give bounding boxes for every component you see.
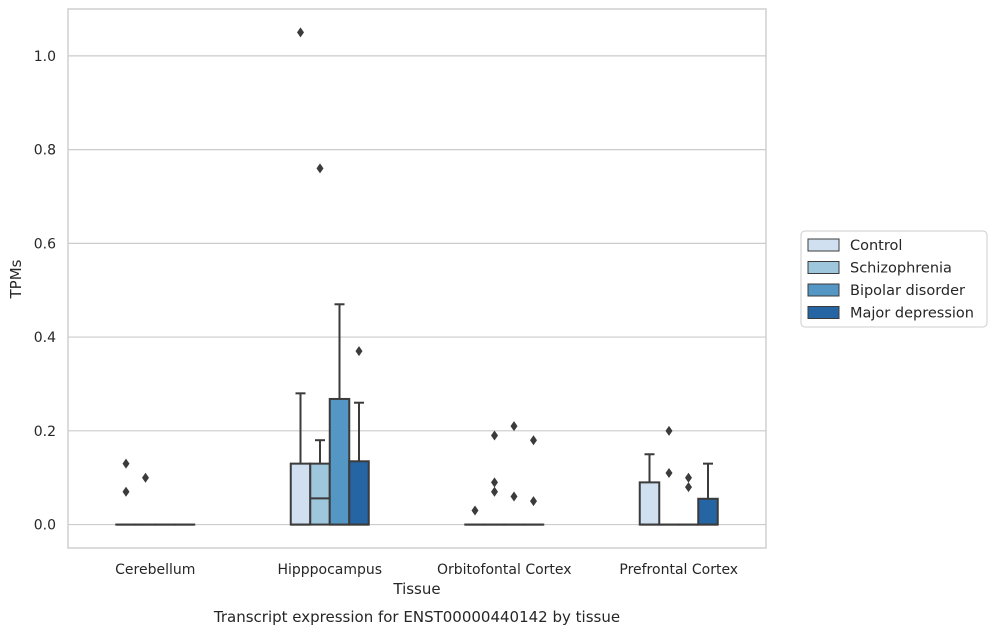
outlier-point (355, 346, 363, 357)
outlier-point (491, 430, 498, 441)
x-tick-label: Hipppocampus (277, 562, 382, 578)
outlier-point (471, 505, 479, 516)
legend-swatch (807, 306, 840, 319)
x-axis-label: Tissue (392, 580, 440, 598)
box-rect (638, 481, 661, 526)
legend-frame (800, 230, 988, 328)
box-3-1 (658, 425, 680, 526)
box-1-1 (309, 163, 331, 526)
outlier-point (685, 472, 692, 483)
outlier-point (316, 163, 324, 174)
box-2-3 (522, 435, 545, 526)
y-axis-ticks: 0.0 0.2 0.4 0.6 0.8 1.0 (34, 49, 56, 534)
outlier-point (665, 468, 673, 479)
outlier-point (491, 477, 498, 488)
outlier-point (491, 486, 498, 497)
outlier-point (122, 458, 130, 469)
x-axis-ticks: Cerebellum Hipppocampus Orbitofontal Corte… (115, 562, 738, 578)
outlier-point (510, 421, 518, 432)
box-plot-area (115, 27, 719, 526)
chart-caption: Transcript expression for ENST0000044014… (213, 608, 620, 626)
box-1-3 (348, 346, 370, 526)
y-tick-label: 0.2 (34, 424, 56, 440)
y-tick-label: 1.0 (34, 49, 56, 65)
box-rect (309, 462, 331, 526)
box-2-0 (464, 505, 486, 526)
box-rect (348, 460, 370, 526)
legend-swatch (807, 261, 840, 274)
outlier-point (142, 472, 149, 483)
grid-lines (68, 55, 766, 526)
box-1-2 (328, 303, 351, 526)
legend-label: Control (850, 238, 902, 254)
y-axis-label: TPMs (7, 259, 25, 299)
box-0-1 (134, 472, 157, 526)
x-tick-label: Orbitofontal Cortex (437, 562, 572, 578)
box-rect (697, 497, 719, 526)
legend-label: Schizophrenia (850, 261, 952, 277)
outlier-point (510, 491, 518, 502)
x-tick-label: Prefrontal Cortex (619, 562, 738, 578)
outlier-point (122, 486, 130, 497)
outlier-point (530, 496, 537, 507)
y-tick-label: 0.6 (34, 236, 56, 252)
outlier-point (665, 425, 673, 436)
box-rect (289, 462, 312, 526)
box-1-0 (289, 27, 312, 526)
outlier-point (297, 27, 304, 38)
box-2-1 (483, 430, 506, 526)
x-tick-label: Cerebellum (115, 562, 195, 578)
box-rect (328, 397, 351, 526)
plot-frame (67, 8, 767, 549)
outlier-point (685, 482, 692, 493)
y-tick-label: 0.4 (34, 330, 56, 346)
legend-label: Bipolar disorder (850, 283, 965, 299)
box-3-2 (677, 472, 700, 526)
legend-swatch (807, 283, 840, 297)
y-tick-label: 0.8 (34, 143, 56, 159)
legend-label: Major depression (850, 306, 974, 322)
box-3-0 (638, 453, 661, 526)
outlier-point (530, 435, 537, 446)
box-2-2 (503, 421, 525, 526)
box-3-3 (697, 462, 719, 526)
box-0-0 (115, 458, 137, 526)
legend: Control Schizophrenia Bipolar disorder Majo… (800, 230, 988, 328)
y-tick-label: 0.0 (34, 518, 56, 534)
legend-swatch (807, 238, 840, 252)
